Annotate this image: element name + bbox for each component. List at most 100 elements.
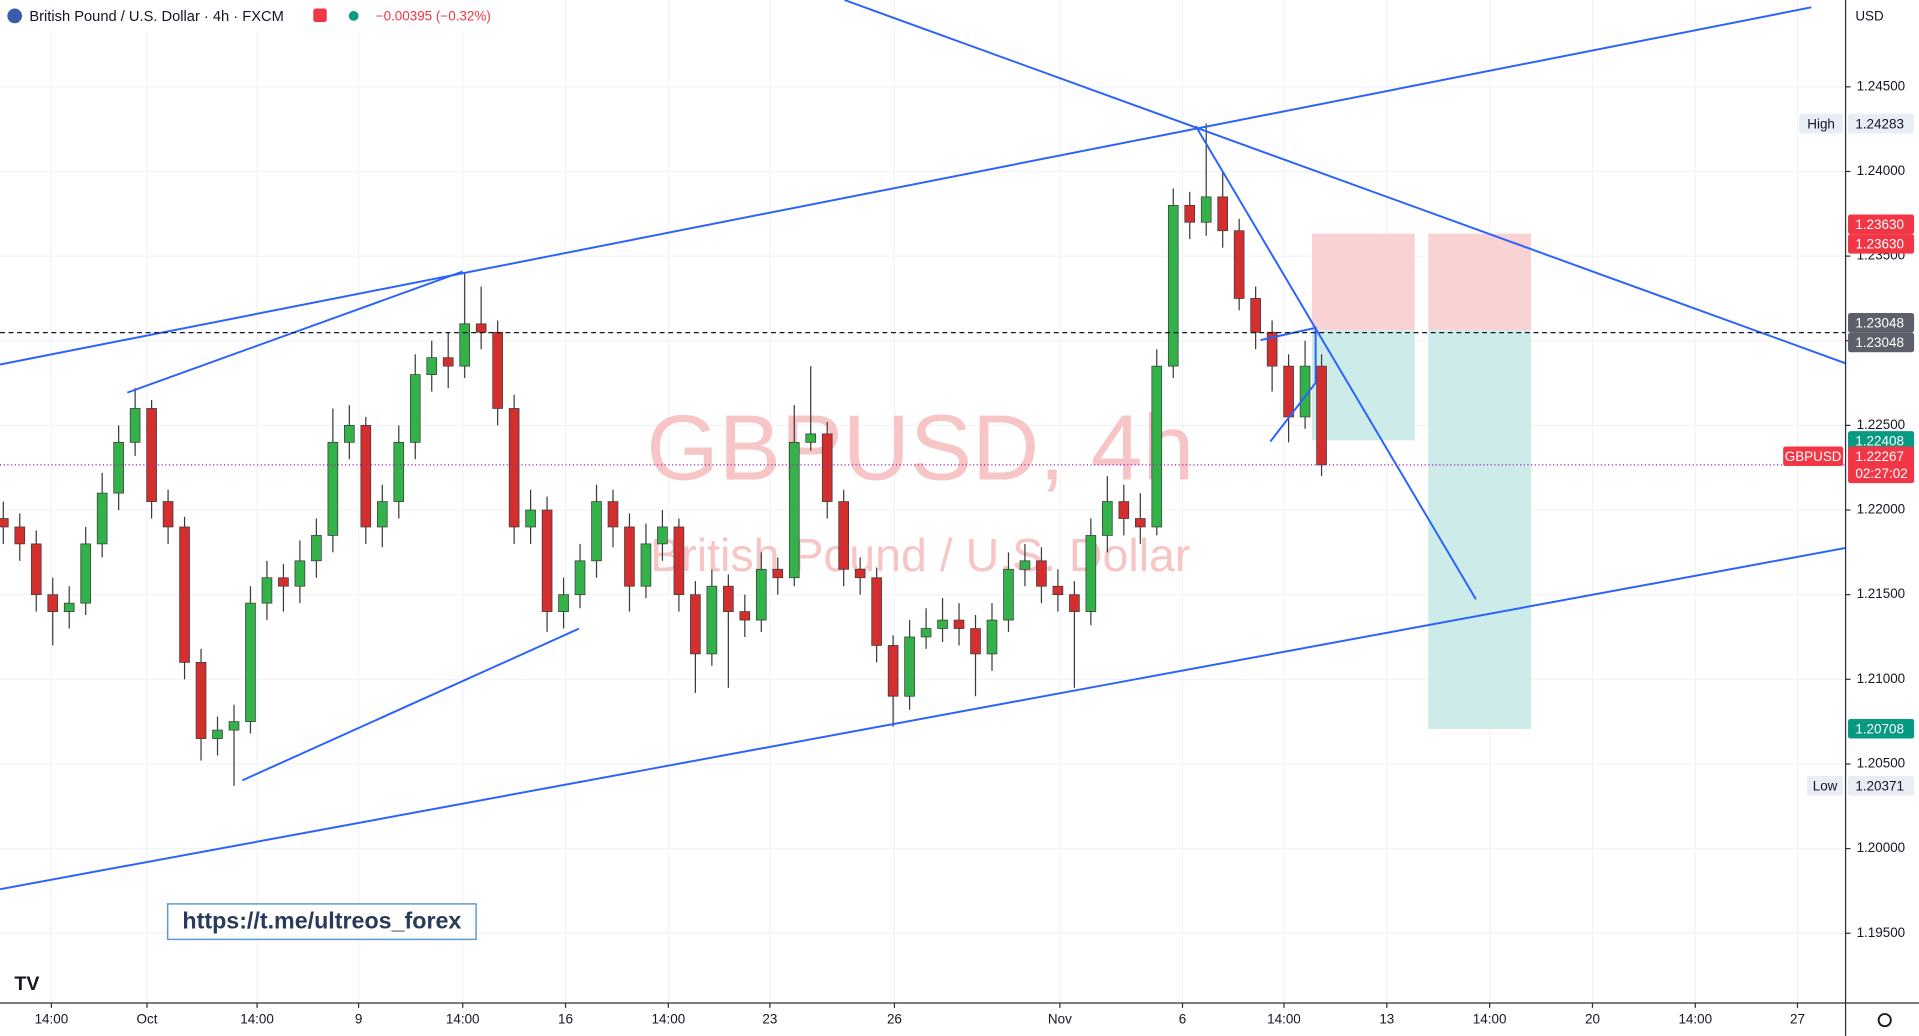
candle-body [1151, 365, 1163, 528]
watermark-subtitle: British Pound / U.S. Dollar [650, 529, 1190, 581]
candle-body [607, 501, 619, 528]
price-tag-bg [1783, 446, 1844, 467]
candle-body [624, 526, 635, 587]
candle-body [541, 509, 553, 612]
candle-body [953, 619, 965, 629]
link-text[interactable]: https://t.me/ultreos_forex [182, 907, 461, 933]
price-label: 1.20371 [1855, 779, 1904, 794]
price-label-bg [1848, 113, 1915, 134]
candle-body [1085, 535, 1097, 612]
price-label-sub: 02:27:02 [1855, 466, 1907, 481]
candle-body [1233, 230, 1245, 299]
y-tick-label: 1.24000 [1857, 163, 1906, 178]
price-tag-bg [1799, 113, 1844, 134]
candle-body [278, 577, 289, 587]
candle-body [409, 374, 421, 443]
stop-zone [1428, 233, 1532, 331]
candle-body [739, 611, 751, 621]
candle-body [1069, 594, 1080, 612]
symbol-title: British Pound / U.S. Dollar · 4h · FXCM [29, 9, 283, 25]
price-tag-bg [1807, 776, 1844, 796]
price-tag: GBPUSD [1785, 449, 1842, 464]
candle-body [376, 501, 388, 528]
symbol-icon [7, 8, 23, 24]
candle-body [1019, 560, 1031, 570]
x-tick-label: 14:00 [240, 1012, 274, 1027]
candle-body [261, 577, 273, 604]
candle-body [459, 323, 470, 367]
candle-body [970, 628, 981, 655]
candle-body [673, 526, 685, 596]
price-label-bg [1848, 446, 1915, 484]
candle-body [426, 357, 438, 375]
candle-body [146, 408, 157, 502]
settings-icon[interactable] [1877, 1013, 1892, 1028]
candle-body [1036, 560, 1047, 587]
candle-body [80, 543, 91, 604]
price-label: 1.22267 [1855, 449, 1904, 464]
candle-body [904, 636, 915, 697]
candle-body [344, 425, 355, 443]
y-tick-label: 1.22000 [1857, 502, 1906, 517]
candle-body [986, 619, 998, 655]
price-label-bg [1848, 234, 1915, 254]
price-label-bg [1848, 313, 1915, 333]
time-axis-bg [0, 1002, 1919, 1036]
candle-body [887, 645, 899, 697]
drawings [0, 0, 1846, 891]
candle-body [30, 543, 42, 596]
x-tick-label: 23 [762, 1012, 777, 1027]
candle-body [113, 441, 124, 494]
x-tick-label: 13 [1379, 1012, 1394, 1027]
candle-body [525, 509, 536, 528]
candle-body [179, 526, 190, 663]
y-tick-label: 1.24500 [1857, 78, 1906, 93]
x-tick-label: Nov [1048, 1012, 1072, 1027]
x-tick-label: 14:00 [1678, 1012, 1712, 1027]
candle-body [1250, 298, 1261, 333]
candle-body [294, 560, 306, 587]
price-label: 1.20708 [1855, 722, 1904, 737]
price-label-bg [1848, 431, 1915, 451]
trend-line [844, 0, 1846, 365]
y-tick-label: 1.22500 [1857, 417, 1906, 432]
trend-line [0, 6, 1812, 366]
x-tick-label: 9 [355, 1012, 362, 1027]
candle-body [96, 492, 108, 545]
candle-body [129, 408, 141, 443]
candle-body [492, 331, 503, 409]
candle-body [772, 568, 784, 579]
currency[interactable]: USD [1855, 9, 1884, 24]
candle-body [821, 433, 833, 502]
target-zone [1311, 330, 1415, 441]
candle-body [706, 585, 718, 655]
candle-body [360, 425, 372, 528]
price-label-bg [1848, 332, 1915, 353]
price-label: 1.24283 [1855, 116, 1904, 131]
target-zone [1428, 330, 1532, 729]
candle-body [1102, 501, 1113, 536]
candle-body [393, 441, 405, 502]
candle-body [1217, 196, 1229, 232]
candle-body [475, 323, 487, 333]
x-tick-label: 20 [1585, 1012, 1600, 1027]
watermark-title: GBPUSD, 4h [646, 396, 1194, 500]
flag-icon[interactable] [313, 8, 327, 23]
header-bg [0, 0, 515, 32]
logo[interactable]: TV [14, 973, 39, 995]
trend-line [0, 547, 1846, 891]
link-box [166, 903, 477, 941]
candle-body [838, 501, 849, 570]
x-tick-label: 14:00 [446, 1012, 480, 1027]
candle-body [228, 721, 240, 731]
candle-body [591, 501, 602, 562]
status-dot [348, 11, 359, 21]
candle-body [63, 602, 75, 612]
price-label: 1.23630 [1855, 217, 1904, 232]
candle-body [1200, 196, 1212, 223]
price-axis-bg [1845, 0, 1919, 1036]
y-tick-label: 1.21500 [1857, 586, 1906, 601]
candle-body [212, 729, 223, 739]
candle-body [47, 594, 59, 612]
